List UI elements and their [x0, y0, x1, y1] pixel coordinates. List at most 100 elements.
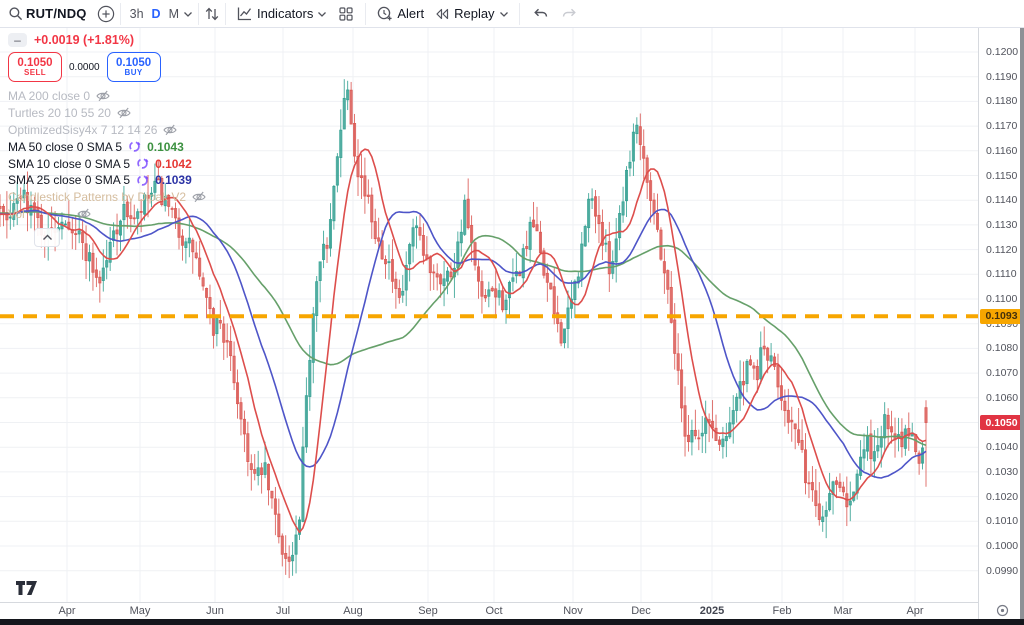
time-axis-label: Jul	[275, 605, 291, 617]
eye-off-icon[interactable]	[77, 208, 91, 220]
sell-price: 0.1050	[17, 56, 53, 69]
price-axis-label: 0.1130	[986, 218, 1018, 231]
indicator-label: MA 200 close 0	[8, 89, 91, 104]
price-axis-label: 0.0990	[986, 564, 1019, 577]
price-change-text: +0.0019 (+1.81%)	[34, 33, 135, 47]
toolbar-separator	[365, 2, 367, 25]
interval-chevron-down-icon[interactable]	[183, 10, 193, 18]
replay-button[interactable]: Replay	[434, 6, 508, 22]
price-axis-label: 0.1070	[986, 367, 1019, 380]
loading-spinner-icon	[136, 174, 149, 187]
indicator-value: 0.1043	[147, 139, 184, 154]
indicator-row-sma10[interactable]: SMA 10 close 0 SMA 5 0.1042	[8, 155, 206, 172]
alert-button[interactable]: Alert	[376, 5, 424, 22]
loading-spinner-icon	[128, 140, 141, 153]
eye-off-icon[interactable]	[96, 90, 110, 102]
indicator-row-ma200[interactable]: MA 200 close 0	[8, 88, 206, 105]
time-axis-label: Feb	[772, 605, 792, 617]
eye-off-icon[interactable]	[163, 124, 178, 136]
symbol-name[interactable]: RUT/NDQ	[26, 6, 87, 21]
alert-clock-icon	[376, 5, 393, 22]
indicators-icon	[236, 5, 253, 22]
indicator-row-optimizedsisy[interactable]: OptimizedSisy4x 7 12 14 26	[8, 122, 206, 139]
tradingview-logo[interactable]	[16, 581, 40, 596]
time-axis-label: Nov	[563, 605, 583, 617]
search-icon[interactable]	[8, 6, 24, 22]
indicators-label: Indicators	[256, 6, 314, 21]
top-toolbar: RUT/NDQ 3h D M Indicators Alert Replay	[0, 0, 1024, 28]
toolbar-separator	[518, 2, 520, 25]
ma-line-50	[0, 211, 927, 446]
axis-settings-corner[interactable]	[978, 602, 1024, 619]
time-axis-label: Sep	[418, 605, 438, 617]
replay-icon	[434, 6, 450, 22]
interval-monthly[interactable]: M	[168, 6, 179, 21]
replay-chevron-down-icon	[499, 10, 509, 18]
time-axis-label: Oct	[485, 605, 503, 617]
indicators-button[interactable]: Indicators	[236, 5, 327, 22]
indicator-row-volume[interactable]: Vol	[8, 206, 206, 223]
price-axis-label: 0.1110	[986, 268, 1017, 281]
indicator-row-turtles[interactable]: Turtles 20 10 55 20	[8, 105, 206, 122]
time-axis-label: Apr	[58, 605, 76, 617]
spread-value: 0.0000	[69, 61, 100, 73]
loading-spinner-icon	[136, 157, 149, 170]
legend-panel: – +0.0019 (+1.81%) 0.1050 SELL 0.0000 0.…	[8, 32, 206, 248]
price-axis-label: 0.1120	[986, 243, 1018, 256]
candles-layer	[0, 79, 928, 579]
time-axis-label: 2025	[699, 605, 725, 617]
sell-button[interactable]: 0.1050 SELL	[8, 52, 62, 82]
price-axis-label: 0.1020	[986, 490, 1019, 503]
buy-button[interactable]: 0.1050 BUY	[106, 52, 161, 82]
indicator-label: Vol	[8, 206, 25, 221]
price-axis-label: 0.1010	[986, 515, 1019, 528]
time-axis-label: Aug	[343, 605, 363, 617]
collapse-series-button[interactable]: –	[8, 33, 27, 47]
time-axis[interactable]: MarAprMayJunJulAugSepOctNovDec2025FebMar…	[0, 602, 1024, 620]
eye-off-icon[interactable]	[117, 107, 131, 119]
indicator-label: SMA 25 close 0 SMA 5	[8, 173, 131, 188]
time-axis-label: Apr	[906, 605, 924, 617]
indicator-row-candlestick-patterns[interactable]: Candlestick Patterns by Dipak V2	[8, 189, 206, 206]
indicator-label: OptimizedSisy4x 7 12 14 26	[8, 122, 158, 137]
price-axis-label: 0.1060	[986, 391, 1019, 404]
indicator-row-ma50[interactable]: MA 50 close 0 SMA 5 0.1043	[8, 138, 206, 155]
indicator-label: SMA 10 close 0 SMA 5	[8, 156, 131, 171]
target-icon	[996, 604, 1009, 617]
indicator-value: 0.1042	[155, 156, 192, 171]
price-axis-label: 0.1030	[986, 465, 1019, 478]
price-axis[interactable]: 0.1200 0.1190 0.1180 0.1170 0.1160 0.1150 0.11…	[978, 28, 1024, 602]
price-axis-label: 0.1150	[986, 169, 1018, 182]
last-price-tag: 0.1050	[980, 415, 1023, 430]
series-legend-row: – +0.0019 (+1.81%)	[8, 32, 206, 48]
sell-label: SELL	[23, 67, 47, 77]
interval-3h[interactable]: 3h	[129, 6, 144, 21]
ma-line-10	[0, 148, 927, 534]
redo-icon[interactable]	[561, 6, 579, 22]
indicator-label: Turtles 20 10 55 20	[8, 106, 111, 121]
price-axis-label: 0.1170	[986, 120, 1018, 133]
buy-label: BUY	[124, 67, 143, 77]
alert-price-tag: 0.1093	[980, 308, 1023, 324]
chart-style-icon[interactable]	[204, 6, 220, 22]
chart-pane[interactable]	[0, 28, 978, 602]
price-axis-label: 0.1040	[986, 441, 1019, 454]
indicator-value: 0.1039	[155, 173, 192, 188]
price-chart[interactable]	[0, 28, 978, 602]
price-axis-label: 0.1180	[986, 95, 1018, 108]
window-bottom-edge	[0, 619, 1024, 625]
time-axis-label: Jun	[206, 605, 224, 617]
price-axis-label: 0.1080	[986, 342, 1019, 355]
interval-daily[interactable]: D	[151, 6, 161, 21]
replay-label: Replay	[454, 6, 495, 21]
legend-collapse-button[interactable]	[34, 228, 60, 248]
time-axis-label: Dec	[631, 605, 651, 617]
undo-icon[interactable]	[531, 6, 549, 22]
add-symbol-compare-icon[interactable]	[97, 5, 115, 23]
alert-label: Alert	[397, 6, 425, 21]
buy-price: 0.1050	[116, 56, 152, 69]
toolbar-separator	[197, 2, 199, 25]
layout-grid-icon[interactable]	[338, 6, 354, 22]
eye-off-icon[interactable]	[192, 191, 206, 203]
indicator-row-sma25[interactable]: SMA 25 close 0 SMA 5 0.1039	[8, 172, 206, 189]
